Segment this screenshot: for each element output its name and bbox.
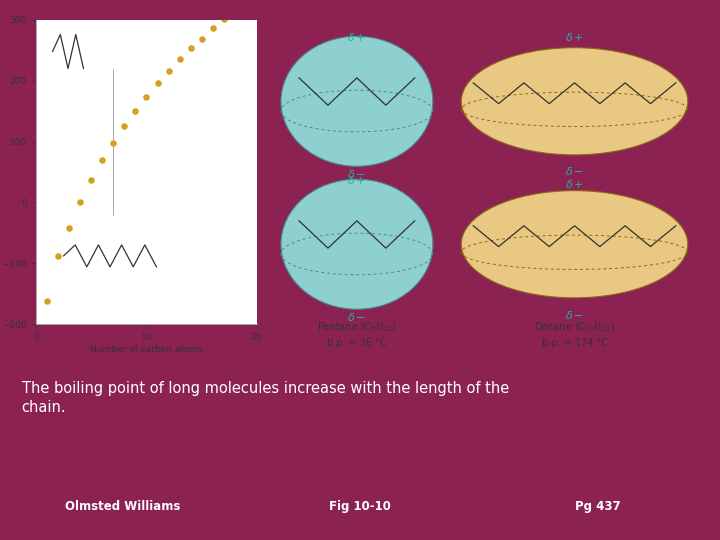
- Point: [74, 198, 86, 207]
- Point: [96, 156, 108, 165]
- Text: Fig 10-10: Fig 10-10: [329, 500, 391, 514]
- Text: Pentane (C$_5$H$_{12}$): Pentane (C$_5$H$_{12}$): [317, 321, 397, 334]
- Text: Olmsted Williams: Olmsted Williams: [65, 500, 180, 514]
- Point: [163, 66, 174, 75]
- Point: [130, 106, 141, 115]
- Point: [53, 252, 64, 261]
- Point: [185, 44, 197, 53]
- Text: $\delta-$: $\delta-$: [347, 311, 366, 323]
- Text: $\delta-$: $\delta-$: [565, 165, 584, 177]
- Point: [196, 35, 207, 43]
- Point: [86, 176, 97, 185]
- Text: b.p. = 36 °C: b.p. = 36 °C: [327, 339, 387, 348]
- Point: [174, 55, 185, 64]
- Point: [107, 138, 119, 147]
- Text: $\delta+$: $\delta+$: [565, 31, 584, 43]
- Point: [63, 224, 75, 232]
- Ellipse shape: [281, 179, 433, 309]
- Text: $\delta-$: $\delta-$: [347, 168, 366, 180]
- Ellipse shape: [462, 48, 688, 155]
- Ellipse shape: [281, 36, 433, 166]
- Point: [152, 79, 163, 87]
- Text: b.p. = 174 °C: b.p. = 174 °C: [541, 339, 608, 348]
- Text: $\delta+$: $\delta+$: [347, 174, 366, 186]
- Text: $\delta+$: $\delta+$: [565, 178, 584, 190]
- Text: Decane (C$_{10}$H$_{22}$): Decane (C$_{10}$H$_{22}$): [534, 321, 615, 334]
- Ellipse shape: [462, 191, 688, 298]
- Text: $\delta-$: $\delta-$: [565, 308, 584, 321]
- Point: [207, 23, 219, 32]
- Text: The boiling point of long molecules increase with the length of the
chain.: The boiling point of long molecules incr…: [22, 381, 509, 415]
- X-axis label: Number of carbon atoms: Number of carbon atoms: [90, 345, 203, 354]
- Point: [218, 15, 230, 23]
- Point: [119, 122, 130, 130]
- Point: [41, 296, 53, 305]
- Text: Pg 437: Pg 437: [575, 500, 621, 514]
- Text: $\delta+$: $\delta+$: [347, 31, 366, 43]
- Point: [140, 92, 152, 101]
